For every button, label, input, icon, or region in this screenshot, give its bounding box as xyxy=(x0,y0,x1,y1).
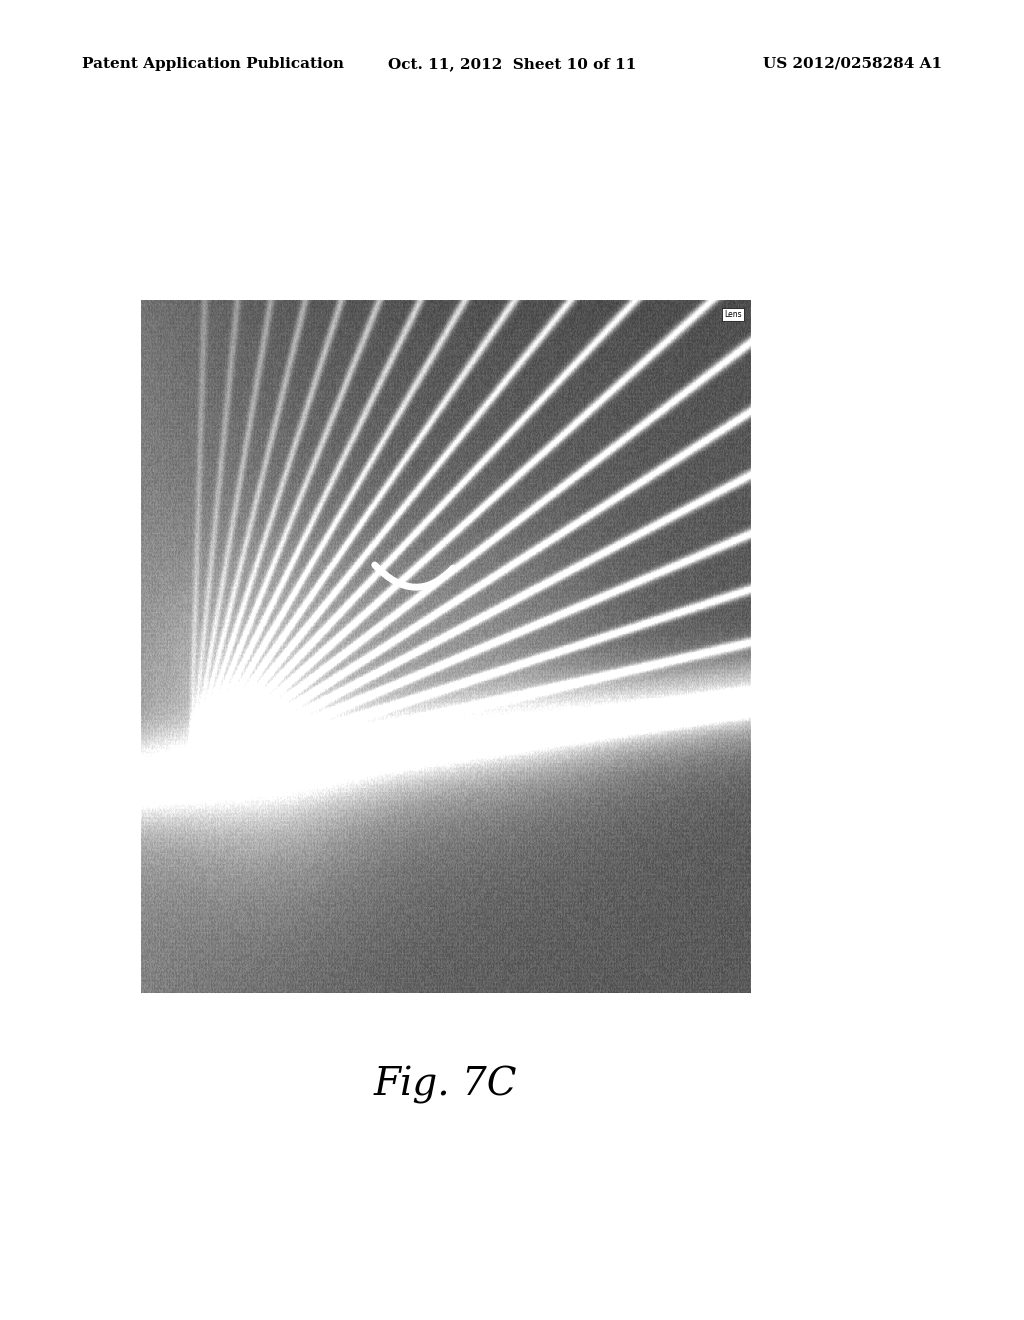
Text: Fig. 7C: Fig. 7C xyxy=(374,1067,517,1104)
Text: US 2012/0258284 A1: US 2012/0258284 A1 xyxy=(763,57,942,71)
Text: Patent Application Publication: Patent Application Publication xyxy=(82,57,344,71)
FancyArrowPatch shape xyxy=(375,565,454,587)
Text: Oct. 11, 2012  Sheet 10 of 11: Oct. 11, 2012 Sheet 10 of 11 xyxy=(388,57,636,71)
Text: Lens: Lens xyxy=(724,310,741,319)
